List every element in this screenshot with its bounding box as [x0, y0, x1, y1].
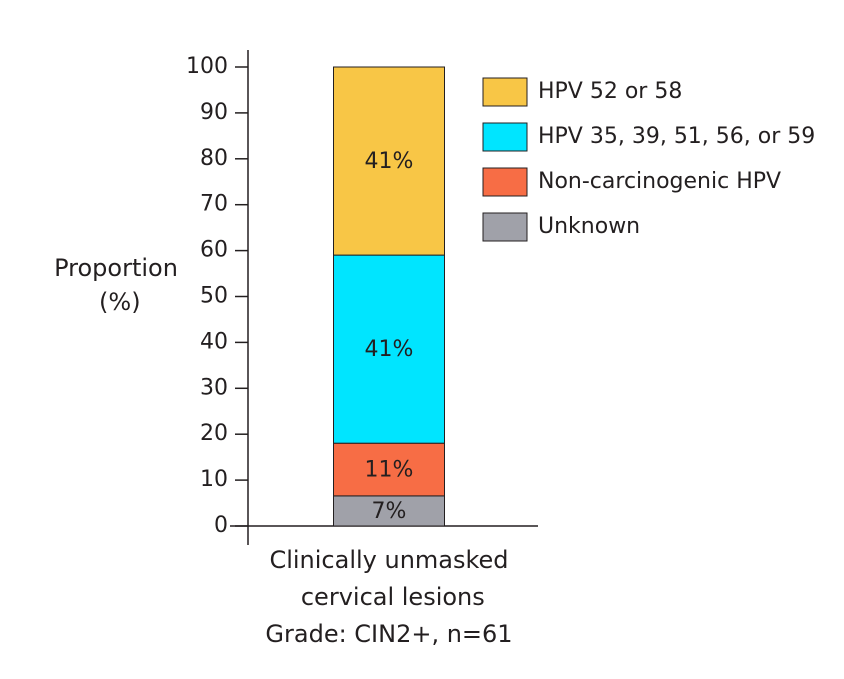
y-tick-label: 50: [200, 284, 228, 309]
y-axis-label: Proportion (%): [54, 254, 178, 316]
y-tick-label: 100: [186, 54, 228, 79]
legend-label: Unknown: [538, 214, 640, 239]
legend-swatch: [482, 77, 528, 107]
legend-swatch: [482, 122, 528, 152]
x-tick-label: Clinically unmasked cervical lesions: [269, 546, 508, 611]
y-tick-label: 30: [200, 375, 228, 400]
y-tick-label: 40: [200, 329, 228, 354]
x-axis-label: Grade: CIN2+, n=61: [265, 620, 512, 648]
legend-label: HPV 35, 39, 51, 56, or 59: [538, 124, 815, 149]
bar-segment: [333, 495, 445, 527]
legend-label: HPV 52 or 58: [538, 79, 682, 104]
y-tick-label: 90: [200, 100, 228, 125]
legend-swatch: [482, 167, 528, 197]
data-label: 41%: [365, 149, 414, 174]
y-tick-label: 80: [200, 146, 228, 171]
y-tick-label: 70: [200, 192, 228, 217]
bar-segment: [333, 66, 445, 256]
data-label: 11%: [365, 458, 414, 483]
data-label: 41%: [365, 337, 414, 362]
bar-segment: [333, 254, 445, 444]
bar-segment: [333, 442, 445, 497]
y-tick-label: 20: [200, 421, 228, 446]
y-tick-label: 10: [200, 467, 228, 492]
y-tick-label: 0: [214, 513, 228, 538]
data-label: 7%: [372, 499, 407, 524]
y-tick-label: 60: [200, 238, 228, 263]
legend-label: Non-carcinogenic HPV: [538, 169, 781, 194]
legend-swatch: [482, 212, 528, 242]
